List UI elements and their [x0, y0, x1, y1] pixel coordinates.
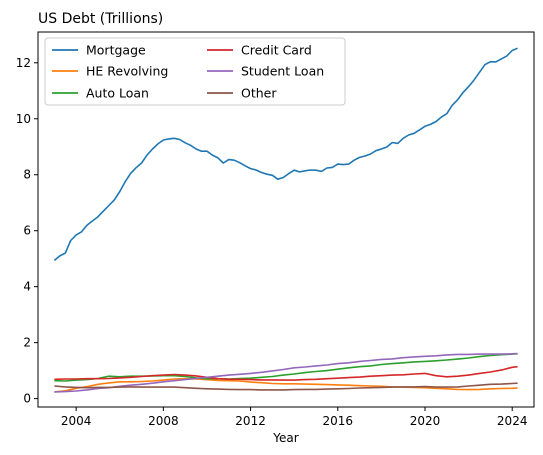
x-tick-label: 2020 [410, 414, 441, 428]
x-tick-label: 2016 [323, 414, 354, 428]
y-tick-label: 12 [16, 56, 31, 70]
y-tick-label: 2 [23, 336, 31, 350]
series-line-mortgage [53, 47, 518, 262]
legend-label: Mortgage [86, 43, 146, 58]
legend: Mortgage HE Revolving Auto Loan Credit Card… [44, 37, 346, 106]
legend-box [44, 37, 346, 106]
legend-label: HE Revolving [86, 64, 168, 79]
series-line-other [54, 382, 518, 391]
plot-frame [37, 31, 535, 408]
axes: 2004 2008 2012 2016 2020 2024 0 2 4 6 8 10 12 [16, 56, 528, 428]
chart-title: US Debt (Trillions) [38, 11, 163, 27]
x-tick-label: 2008 [148, 414, 179, 428]
x-tick-label: 2024 [497, 414, 528, 428]
legend-label: Credit Card [241, 43, 312, 58]
series-lines [53, 47, 518, 393]
series-line-credit-card [54, 365, 518, 381]
series-line-auto-loan [54, 353, 518, 382]
legend-label: Other [241, 86, 277, 101]
legend-label: Auto Loan [86, 86, 149, 101]
x-axis-label: Year [272, 431, 298, 445]
x-tick-label: 2004 [61, 414, 92, 428]
y-tick-label: 4 [23, 280, 31, 294]
series-line-student-loan [54, 352, 518, 393]
y-tick-label: 8 [23, 168, 31, 182]
series-line-he-revolving [54, 377, 518, 393]
x-tick-label: 2012 [235, 414, 266, 428]
y-tick-label: 0 [23, 392, 31, 406]
y-tick-label: 10 [16, 112, 31, 126]
legend-label: Student Loan [241, 64, 324, 79]
y-tick-label: 6 [23, 224, 31, 238]
